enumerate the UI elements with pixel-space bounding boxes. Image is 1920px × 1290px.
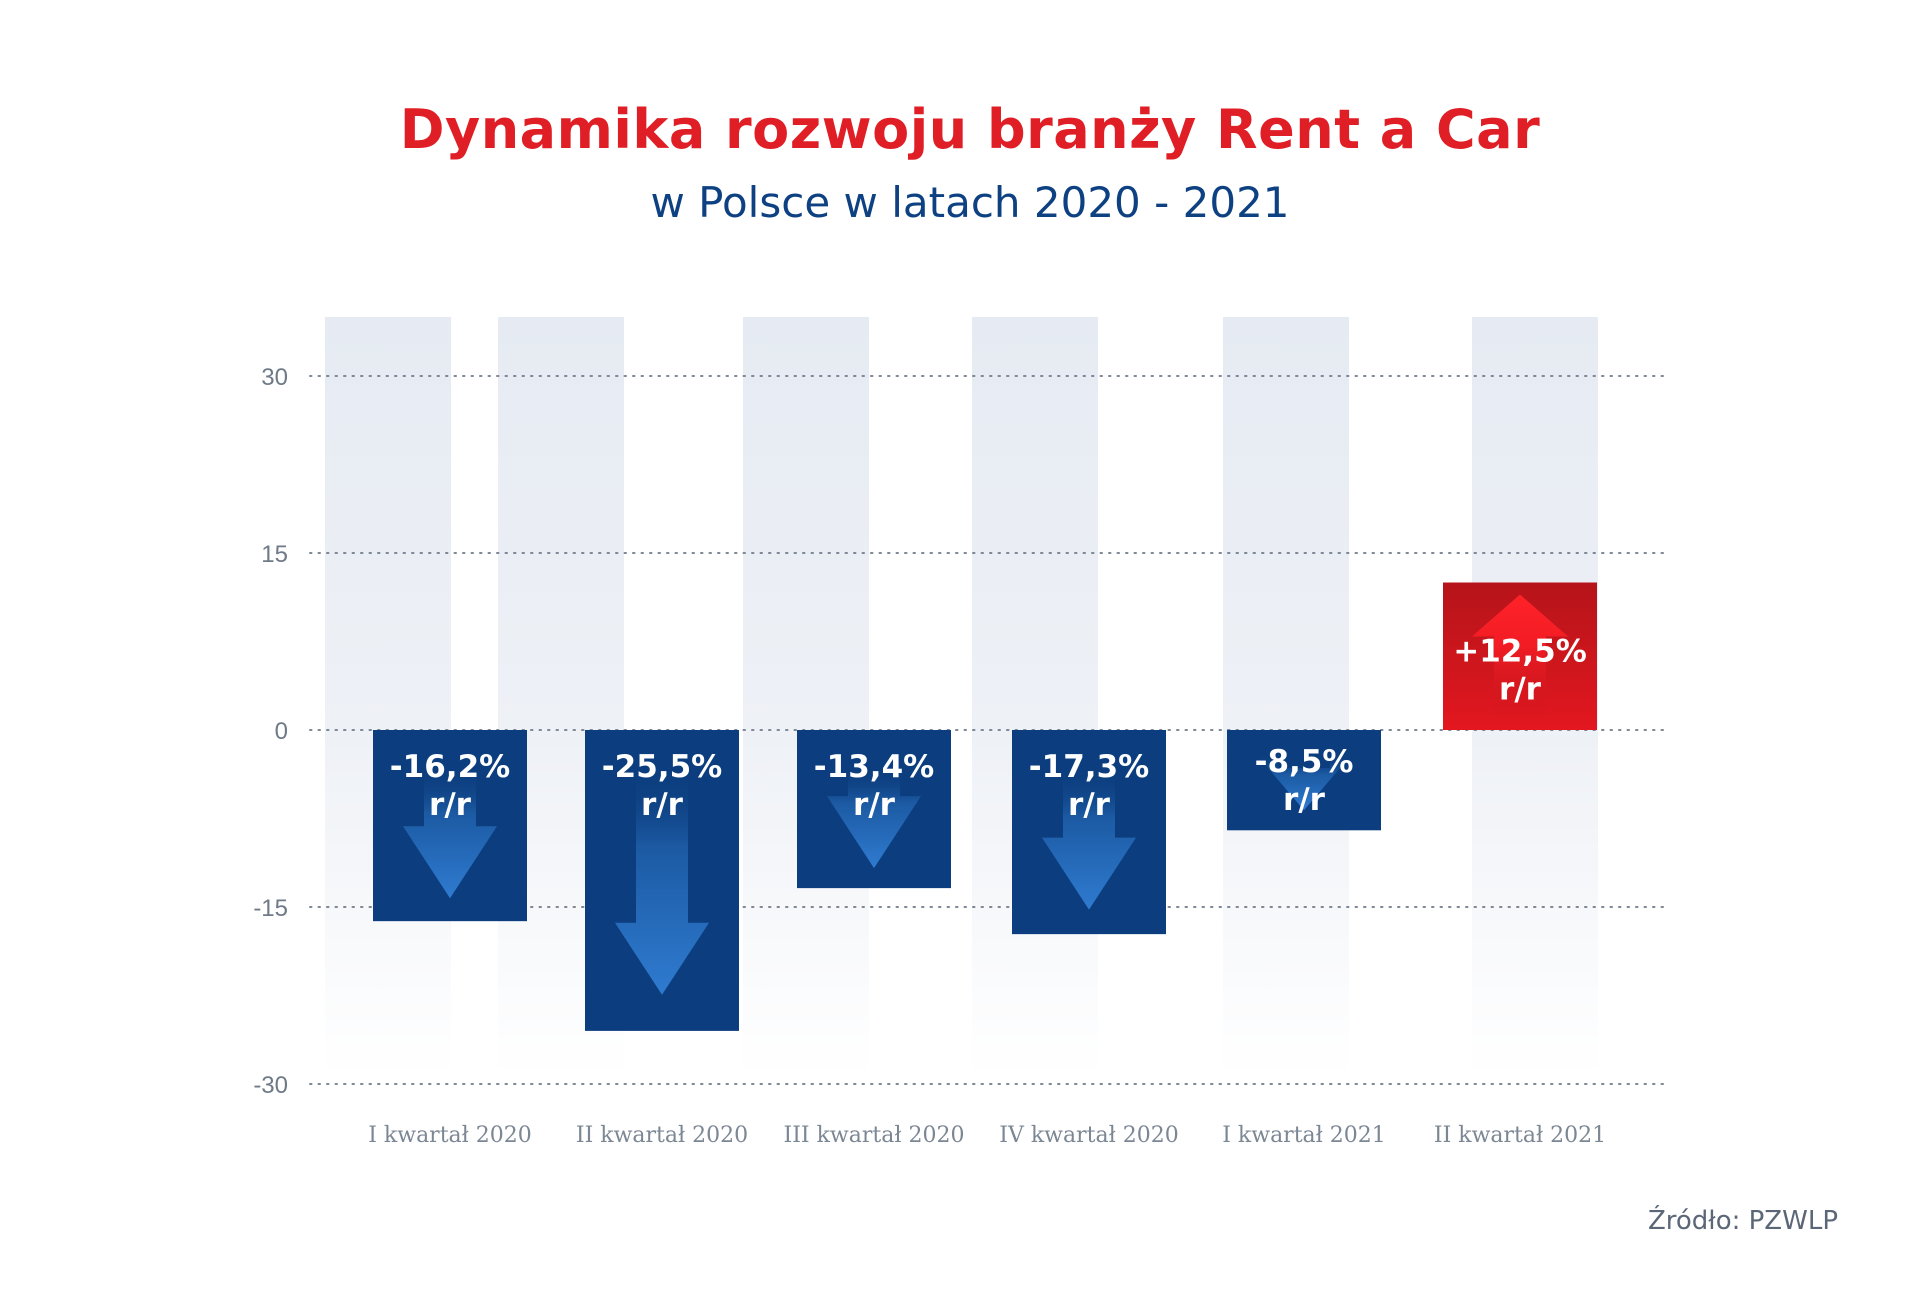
bar-group: -8,5%r/r [1227, 730, 1381, 831]
background-column [1223, 317, 1349, 1077]
bar-unit-label: r/r [641, 787, 684, 823]
bar-value-label: -13,4% [814, 749, 934, 785]
bar-unit-label: r/r [1283, 782, 1326, 818]
x-tick-label: IV kwartał 2020 [999, 1123, 1178, 1148]
x-tick-label: II kwartał 2020 [576, 1123, 748, 1148]
bar-unit-label: r/r [1499, 672, 1542, 708]
bar-value-label: +12,5% [1453, 634, 1587, 670]
bar-group: -16,2%r/r [373, 730, 527, 922]
x-tick-label: II kwartał 2021 [1434, 1123, 1606, 1148]
down-arrow-icon [403, 768, 497, 899]
background-column [972, 317, 1098, 1077]
bar-value-label: -8,5% [1255, 744, 1354, 780]
x-tick-label: III kwartał 2020 [784, 1123, 965, 1148]
y-tick-label: -30 [253, 1072, 288, 1099]
source-note: Źródło: PZWLP [1647, 1206, 1838, 1236]
up-arrow-icon [1472, 594, 1568, 720]
down-arrow-icon [1257, 755, 1351, 811]
bar-group: +12,5%r/r [1443, 582, 1597, 730]
bar-group: -25,5%r/r [585, 730, 739, 1031]
bar-unit-label: r/r [429, 787, 472, 823]
y-tick-label: 15 [261, 541, 288, 568]
background-column [325, 317, 451, 1077]
chart-title: Dynamika rozwoju branży Rent a Car [399, 98, 1541, 161]
bar-group: -17,3%r/r [1012, 730, 1166, 935]
x-tick-label: I kwartał 2021 [1222, 1123, 1386, 1148]
y-tick-label: -15 [253, 895, 288, 922]
y-tick-label: 0 [275, 718, 288, 745]
bar-value-label: -25,5% [602, 749, 722, 785]
x-tick-label: I kwartał 2020 [368, 1123, 532, 1148]
background-column [743, 317, 869, 1077]
down-arrow-icon [615, 768, 709, 995]
down-arrow-icon [827, 768, 921, 869]
bar-unit-label: r/r [853, 787, 896, 823]
bar-group: -13,4%r/r [797, 730, 951, 889]
chart-subtitle: w Polsce w latach 2020 - 2021 [650, 178, 1290, 227]
down-arrow-icon [1042, 768, 1136, 910]
bar-unit-label: r/r [1068, 787, 1111, 823]
bar-value-label: -17,3% [1029, 749, 1149, 785]
y-tick-label: 30 [261, 364, 288, 391]
bar-value-label: -16,2% [390, 749, 510, 785]
